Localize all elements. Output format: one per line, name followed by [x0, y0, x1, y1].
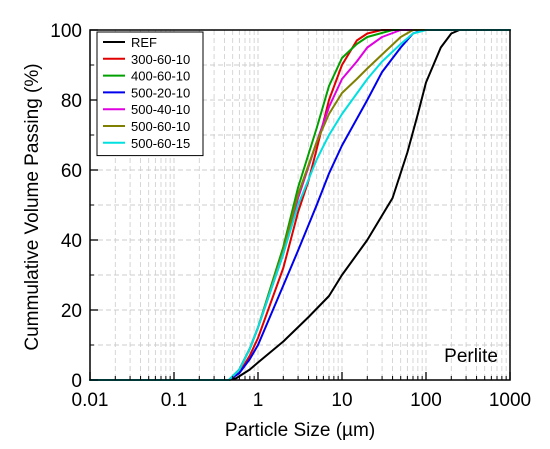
series-line-500-60-15	[89, 29, 511, 381]
annotation-perlite: Perlite	[444, 346, 498, 367]
legend-label: 500-60-10	[131, 119, 190, 134]
series-line-REF	[89, 29, 511, 381]
x-tick-label: 10	[331, 390, 352, 411]
legend-label: 500-60-15	[131, 136, 190, 151]
series-line-500-20-10	[89, 29, 511, 381]
legend-label: REF	[131, 35, 157, 50]
legend-label: 500-20-10	[131, 85, 190, 100]
y-tick-label: 40	[61, 231, 82, 252]
legend-box	[96, 31, 204, 157]
legend-label: 500-40-10	[131, 102, 190, 117]
x-tick-label: 0.01	[72, 390, 109, 411]
x-tick-label: 100	[410, 390, 442, 411]
y-tick-label: 100	[50, 21, 82, 42]
legend-label: 400-60-10	[131, 69, 190, 84]
x-tick-label: 1	[253, 390, 264, 411]
y-axis-label: Cummulative Volume Passing (%)	[22, 63, 43, 350]
tick-labels: 0.01 0.1 1 10 100 1000 0 20 40 60 80 100	[50, 21, 531, 411]
series-lines	[89, 29, 511, 381]
y-tick-label: 80	[61, 91, 82, 112]
x-axis-label: Particle Size (µm)	[225, 420, 375, 441]
y-tick-label: 0	[71, 371, 82, 392]
x-tick-label: 0.1	[161, 390, 187, 411]
y-tick-label: 60	[61, 161, 82, 182]
x-tick-label: 1000	[489, 390, 531, 411]
grid	[89, 29, 511, 381]
legend-label: 300-60-10	[131, 52, 190, 67]
y-tick-label: 20	[61, 301, 82, 322]
axis-ticks	[89, 29, 511, 381]
